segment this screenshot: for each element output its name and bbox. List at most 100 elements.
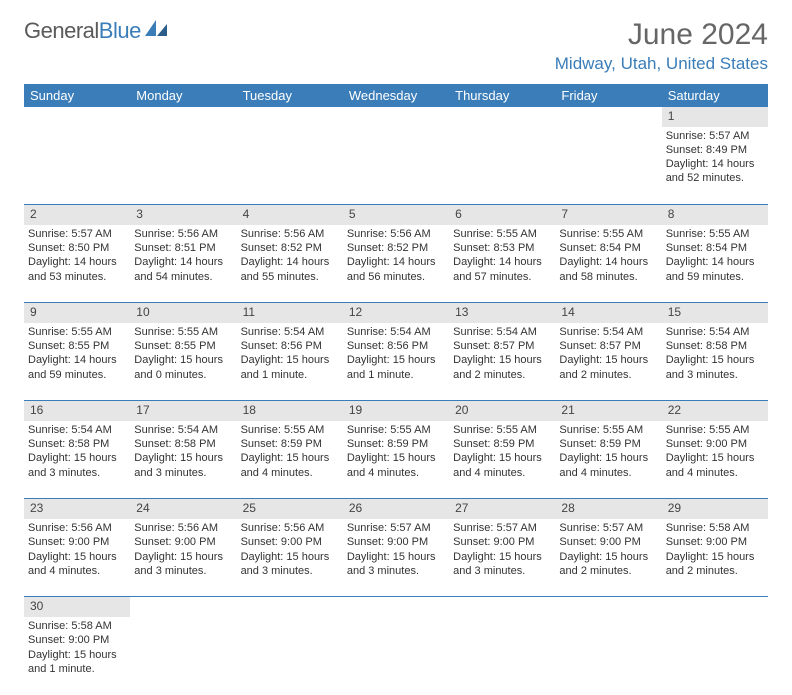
day-cell: Sunrise: 5:54 AMSunset: 8:57 PMDaylight:… bbox=[449, 323, 555, 401]
day-number-row: 30 bbox=[24, 597, 768, 617]
daylight-text: Daylight: 15 hours and 3 minutes. bbox=[666, 353, 764, 382]
weekday-header: Tuesday bbox=[237, 84, 343, 107]
sunset-text: Sunset: 8:58 PM bbox=[28, 437, 126, 451]
weekday-header-row: SundayMondayTuesdayWednesdayThursdayFrid… bbox=[24, 84, 768, 107]
day-cell bbox=[237, 617, 343, 695]
sunset-text: Sunset: 9:00 PM bbox=[347, 535, 445, 549]
day-cell bbox=[449, 617, 555, 695]
day-number-cell: 17 bbox=[130, 401, 236, 421]
sunrise-text: Sunrise: 5:54 AM bbox=[241, 325, 339, 339]
day-cell: Sunrise: 5:56 AMSunset: 9:00 PMDaylight:… bbox=[130, 519, 236, 597]
day-cell: Sunrise: 5:55 AMSunset: 8:59 PMDaylight:… bbox=[237, 421, 343, 499]
sunrise-text: Sunrise: 5:58 AM bbox=[28, 619, 126, 633]
day-content-row: Sunrise: 5:57 AMSunset: 8:49 PMDaylight:… bbox=[24, 127, 768, 205]
day-number-row: 9101112131415 bbox=[24, 303, 768, 323]
day-number-row: 23242526272829 bbox=[24, 499, 768, 519]
day-cell bbox=[449, 127, 555, 205]
day-cell: Sunrise: 5:55 AMSunset: 8:55 PMDaylight:… bbox=[130, 323, 236, 401]
day-number-row: 1 bbox=[24, 107, 768, 127]
daylight-text: Daylight: 15 hours and 4 minutes. bbox=[559, 451, 657, 480]
weekday-header: Thursday bbox=[449, 84, 555, 107]
daylight-text: Daylight: 15 hours and 4 minutes. bbox=[666, 451, 764, 480]
day-number-cell: 2 bbox=[24, 205, 130, 225]
logo: GeneralBlue bbox=[24, 18, 169, 44]
day-cell: Sunrise: 5:56 AMSunset: 8:52 PMDaylight:… bbox=[343, 225, 449, 303]
day-cell: Sunrise: 5:57 AMSunset: 8:50 PMDaylight:… bbox=[24, 225, 130, 303]
daylight-text: Daylight: 14 hours and 52 minutes. bbox=[666, 157, 764, 186]
sunset-text: Sunset: 9:00 PM bbox=[453, 535, 551, 549]
daylight-text: Daylight: 15 hours and 4 minutes. bbox=[241, 451, 339, 480]
sunrise-text: Sunrise: 5:56 AM bbox=[134, 227, 232, 241]
daylight-text: Daylight: 14 hours and 56 minutes. bbox=[347, 255, 445, 284]
day-number-cell: 24 bbox=[130, 499, 236, 519]
day-cell: Sunrise: 5:55 AMSunset: 8:54 PMDaylight:… bbox=[662, 225, 768, 303]
daylight-text: Daylight: 15 hours and 3 minutes. bbox=[134, 550, 232, 579]
day-number-cell: 6 bbox=[449, 205, 555, 225]
day-cell: Sunrise: 5:55 AMSunset: 9:00 PMDaylight:… bbox=[662, 421, 768, 499]
daylight-text: Daylight: 14 hours and 59 minutes. bbox=[666, 255, 764, 284]
day-number-cell bbox=[343, 107, 449, 127]
sunset-text: Sunset: 8:56 PM bbox=[241, 339, 339, 353]
day-cell: Sunrise: 5:54 AMSunset: 8:56 PMDaylight:… bbox=[237, 323, 343, 401]
sunrise-text: Sunrise: 5:57 AM bbox=[666, 129, 764, 143]
day-cell bbox=[343, 127, 449, 205]
day-cell: Sunrise: 5:56 AMSunset: 9:00 PMDaylight:… bbox=[237, 519, 343, 597]
sunrise-text: Sunrise: 5:55 AM bbox=[559, 423, 657, 437]
day-cell bbox=[662, 617, 768, 695]
day-number-cell: 14 bbox=[555, 303, 661, 323]
day-number-cell: 3 bbox=[130, 205, 236, 225]
daylight-text: Daylight: 14 hours and 59 minutes. bbox=[28, 353, 126, 382]
day-cell: Sunrise: 5:57 AMSunset: 9:00 PMDaylight:… bbox=[343, 519, 449, 597]
daylight-text: Daylight: 15 hours and 2 minutes. bbox=[559, 353, 657, 382]
day-number-cell: 9 bbox=[24, 303, 130, 323]
sunrise-text: Sunrise: 5:56 AM bbox=[134, 521, 232, 535]
day-number-cell bbox=[343, 597, 449, 617]
day-number-cell bbox=[662, 597, 768, 617]
day-cell: Sunrise: 5:54 AMSunset: 8:58 PMDaylight:… bbox=[24, 421, 130, 499]
day-cell bbox=[555, 127, 661, 205]
sunrise-text: Sunrise: 5:56 AM bbox=[347, 227, 445, 241]
daylight-text: Daylight: 15 hours and 3 minutes. bbox=[453, 550, 551, 579]
sunrise-text: Sunrise: 5:55 AM bbox=[559, 227, 657, 241]
sunrise-text: Sunrise: 5:54 AM bbox=[666, 325, 764, 339]
day-content-row: Sunrise: 5:58 AMSunset: 9:00 PMDaylight:… bbox=[24, 617, 768, 695]
month-title: June 2024 bbox=[555, 18, 768, 52]
daylight-text: Daylight: 15 hours and 2 minutes. bbox=[453, 353, 551, 382]
day-number-cell bbox=[449, 107, 555, 127]
day-cell bbox=[130, 617, 236, 695]
sunset-text: Sunset: 8:52 PM bbox=[241, 241, 339, 255]
weekday-header: Wednesday bbox=[343, 84, 449, 107]
day-number-cell: 1 bbox=[662, 107, 768, 127]
day-number-cell: 27 bbox=[449, 499, 555, 519]
sunrise-text: Sunrise: 5:56 AM bbox=[28, 521, 126, 535]
sunrise-text: Sunrise: 5:55 AM bbox=[134, 325, 232, 339]
sunset-text: Sunset: 8:57 PM bbox=[559, 339, 657, 353]
daylight-text: Daylight: 15 hours and 1 minute. bbox=[347, 353, 445, 382]
header: GeneralBlue June 2024 Midway, Utah, Unit… bbox=[24, 18, 768, 74]
sunset-text: Sunset: 8:55 PM bbox=[28, 339, 126, 353]
sunset-text: Sunset: 8:58 PM bbox=[134, 437, 232, 451]
daylight-text: Daylight: 15 hours and 4 minutes. bbox=[28, 550, 126, 579]
daylight-text: Daylight: 15 hours and 0 minutes. bbox=[134, 353, 232, 382]
day-cell: Sunrise: 5:54 AMSunset: 8:57 PMDaylight:… bbox=[555, 323, 661, 401]
day-cell: Sunrise: 5:54 AMSunset: 8:58 PMDaylight:… bbox=[662, 323, 768, 401]
weekday-header: Friday bbox=[555, 84, 661, 107]
day-number-cell: 7 bbox=[555, 205, 661, 225]
day-cell: Sunrise: 5:54 AMSunset: 8:56 PMDaylight:… bbox=[343, 323, 449, 401]
daylight-text: Daylight: 15 hours and 3 minutes. bbox=[28, 451, 126, 480]
sunset-text: Sunset: 9:00 PM bbox=[559, 535, 657, 549]
sunrise-text: Sunrise: 5:57 AM bbox=[559, 521, 657, 535]
title-block: June 2024 Midway, Utah, United States bbox=[555, 18, 768, 74]
day-number-cell: 8 bbox=[662, 205, 768, 225]
day-cell: Sunrise: 5:55 AMSunset: 8:53 PMDaylight:… bbox=[449, 225, 555, 303]
sunset-text: Sunset: 8:52 PM bbox=[347, 241, 445, 255]
day-number-cell bbox=[555, 107, 661, 127]
logo-text-b: Blue bbox=[99, 18, 141, 44]
day-cell: Sunrise: 5:55 AMSunset: 8:59 PMDaylight:… bbox=[343, 421, 449, 499]
sunset-text: Sunset: 8:53 PM bbox=[453, 241, 551, 255]
day-number-cell: 22 bbox=[662, 401, 768, 421]
sunset-text: Sunset: 8:57 PM bbox=[453, 339, 551, 353]
day-number-cell: 30 bbox=[24, 597, 130, 617]
day-cell bbox=[237, 127, 343, 205]
day-number-row: 2345678 bbox=[24, 205, 768, 225]
